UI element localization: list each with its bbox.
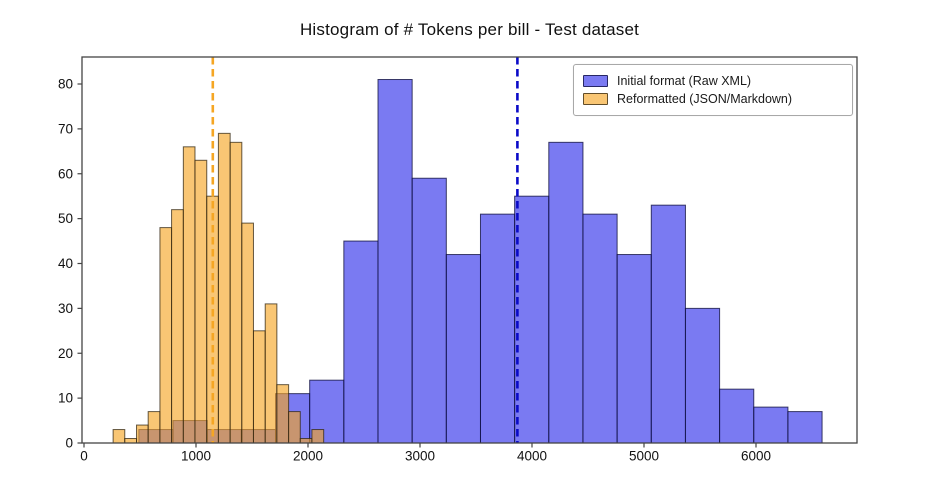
plot-frame — [81, 56, 858, 444]
histogram-bar-raw-xml — [684, 307, 721, 444]
histogram-bar-reformatted — [311, 429, 325, 444]
histogram-bar-raw-xml — [411, 177, 447, 444]
histogram-bar-reformatted — [136, 424, 149, 444]
histogram-bar-reformatted — [299, 438, 313, 444]
histogram-bar-raw-xml — [582, 213, 618, 444]
histogram-bar-raw-xml — [377, 79, 413, 444]
histogram-bar-reformatted — [147, 411, 161, 444]
histogram-bar-raw-xml — [787, 411, 823, 444]
histogram-bar-reformatted — [182, 146, 196, 444]
legend-item-reformatted: Reformatted (JSON/Markdown) — [583, 90, 842, 108]
y-tick-label: 20 — [58, 346, 73, 361]
histogram-bar-raw-xml — [309, 379, 345, 444]
x-tick-label: 1000 — [181, 449, 211, 464]
histogram-bar-raw-xml — [719, 388, 755, 444]
y-tick-label: 30 — [58, 301, 73, 316]
legend-label-raw-xml: Initial format (Raw XML) — [617, 74, 752, 88]
histogram-bar-raw-xml — [753, 406, 789, 444]
y-tick-label: 60 — [58, 166, 73, 181]
y-tick-label: 40 — [58, 256, 73, 271]
histogram-bar-raw-xml — [514, 195, 550, 444]
x-tick-label: 2000 — [293, 449, 323, 464]
histogram-bar-raw-xml — [479, 213, 516, 444]
histogram-bar-raw-xml — [548, 141, 584, 444]
histogram-bar-reformatted — [159, 227, 173, 444]
x-tick-label: 0 — [80, 449, 88, 464]
histogram-bar-reformatted — [264, 303, 278, 444]
histogram-bar-reformatted — [229, 141, 243, 444]
y-tick-label: 70 — [58, 121, 73, 136]
legend-swatch-raw-xml-icon — [583, 75, 608, 87]
y-tick-label: 50 — [58, 211, 73, 226]
chart-title: Histogram of # Tokens per bill - Test da… — [299, 20, 640, 39]
legend-swatch-json-markdown-icon — [583, 93, 608, 105]
x-tick-label: 5000 — [629, 449, 659, 464]
histogram-bar-reformatted — [241, 222, 254, 444]
histogram-bar-reformatted — [124, 438, 138, 444]
histogram-bar-reformatted — [112, 429, 126, 444]
x-tick-label: 3000 — [405, 449, 435, 464]
histogram-bar-raw-xml — [445, 254, 481, 444]
histogram-bar-reformatted — [194, 159, 208, 444]
y-tick-label: 10 — [58, 391, 73, 406]
histogram-bar-reformatted — [171, 209, 184, 444]
legend: Initial format (Raw XML) Reformatted (JS… — [573, 64, 853, 116]
x-tick-label: 6000 — [741, 449, 771, 464]
histogram-bar-raw-xml — [343, 240, 379, 444]
histogram-bar-reformatted — [276, 384, 290, 444]
histogram-bar-raw-xml — [616, 254, 652, 444]
histogram-bar-reformatted — [252, 330, 266, 444]
legend-item-initial-format: Initial format (Raw XML) — [583, 72, 842, 90]
x-tick-label: 4000 — [517, 449, 547, 464]
y-tick-label: 80 — [58, 77, 73, 92]
histogram-bar-reformatted — [288, 411, 301, 444]
histogram-bar-raw-xml — [650, 204, 686, 444]
y-tick-label: 0 — [65, 436, 73, 451]
histogram-bar-reformatted — [217, 132, 231, 444]
legend-label-json-markdown: Reformatted (JSON/Markdown) — [617, 92, 793, 106]
